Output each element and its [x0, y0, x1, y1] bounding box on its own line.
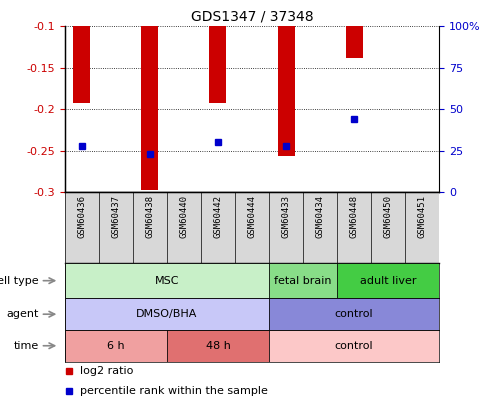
Text: GSM60442: GSM60442: [214, 196, 223, 239]
Text: GSM60444: GSM60444: [248, 196, 256, 239]
Text: cell type: cell type: [0, 276, 38, 286]
Text: DMSO/BHA: DMSO/BHA: [136, 309, 198, 319]
Text: 6 h: 6 h: [107, 341, 125, 351]
Bar: [345, 26, 363, 58]
Text: GSM60437: GSM60437: [111, 196, 120, 239]
Text: GSM60434: GSM60434: [315, 196, 324, 239]
Text: percentile rank within the sample: percentile rank within the sample: [80, 386, 268, 396]
Bar: [73, 26, 90, 103]
Bar: [141, 26, 159, 190]
Text: fetal brain: fetal brain: [274, 276, 332, 286]
Text: 48 h: 48 h: [206, 341, 231, 351]
Text: log2 ratio: log2 ratio: [80, 367, 133, 376]
Bar: [269, 298, 439, 330]
Text: time: time: [13, 341, 38, 351]
Text: control: control: [335, 309, 373, 319]
Title: GDS1347 / 37348: GDS1347 / 37348: [191, 10, 313, 24]
Text: adult liver: adult liver: [360, 276, 416, 286]
Bar: [269, 330, 439, 362]
Bar: [65, 263, 269, 298]
Bar: [210, 26, 227, 102]
Text: MSC: MSC: [155, 276, 179, 286]
Bar: [65, 330, 167, 362]
Text: control: control: [335, 341, 373, 351]
Text: agent: agent: [6, 309, 38, 319]
Text: GSM60433: GSM60433: [281, 196, 290, 239]
Text: GSM60440: GSM60440: [180, 196, 189, 239]
Text: GSM60451: GSM60451: [418, 196, 427, 239]
Text: GSM60436: GSM60436: [77, 196, 86, 239]
Bar: [167, 330, 269, 362]
Bar: [269, 263, 337, 298]
Text: GSM60450: GSM60450: [384, 196, 393, 239]
Bar: [337, 263, 439, 298]
Bar: [65, 298, 269, 330]
Text: GSM60438: GSM60438: [145, 196, 154, 239]
Bar: [277, 26, 294, 156]
Text: GSM60448: GSM60448: [350, 196, 359, 239]
